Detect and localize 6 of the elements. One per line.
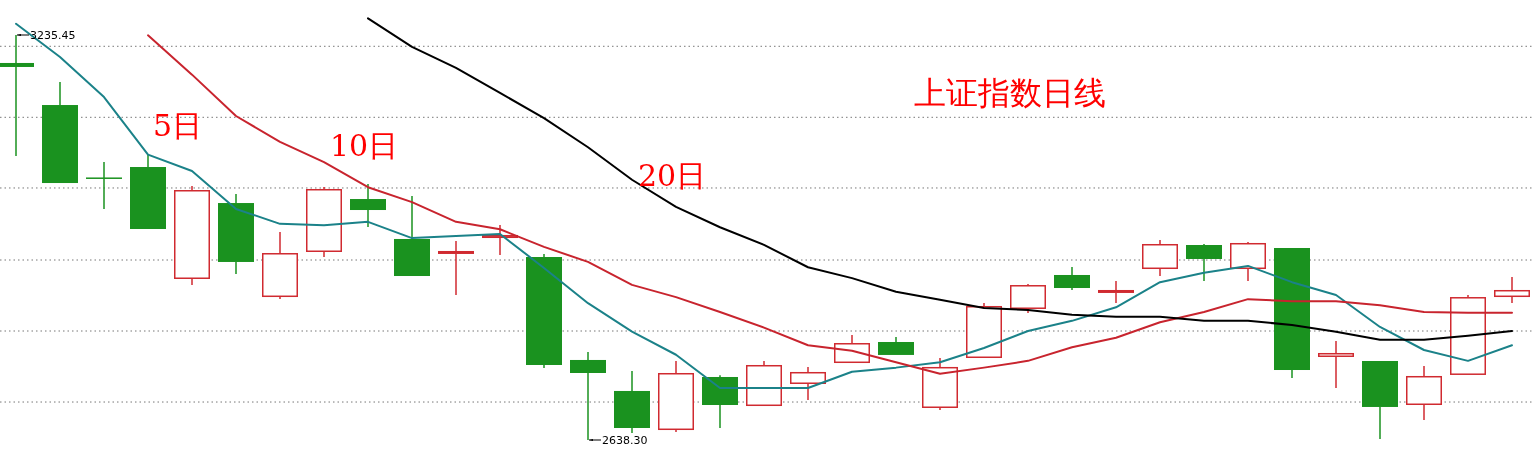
annotation: 3235.45	[30, 28, 76, 42]
annotation: 2638.30	[602, 433, 648, 447]
text: 上证指数日线	[914, 74, 1106, 112]
series-label: 20日	[638, 158, 707, 193]
series-label: 5日	[153, 108, 203, 143]
series-label: 10日	[330, 128, 399, 163]
